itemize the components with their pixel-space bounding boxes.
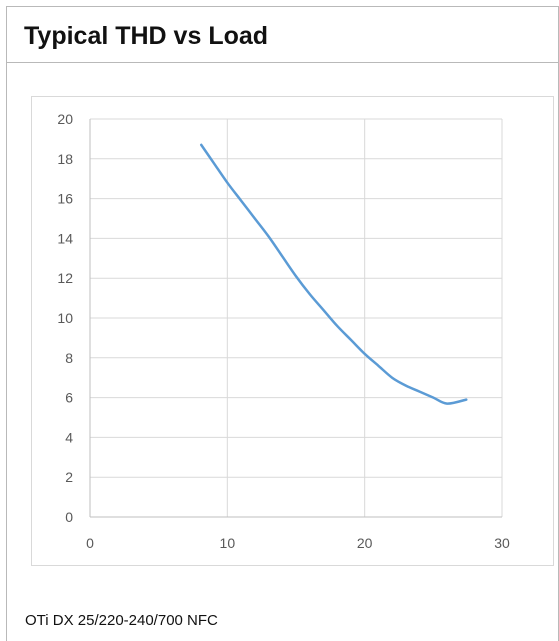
thd-vs-load-chart: 0 2 4 6 8 10 12 14 16 18 20 0 10 20 30 [57, 111, 510, 551]
x-tick-label: 10 [220, 535, 236, 551]
tick-labels: 0 2 4 6 8 10 12 14 16 18 20 0 10 20 30 [57, 111, 510, 551]
product-caption: OTi DX 25/220-240/700 NFC [25, 612, 218, 629]
grid-layer [90, 118, 503, 517]
y-tick-label: 2 [65, 469, 73, 485]
y-tick-label: 6 [65, 390, 73, 406]
thd-series-line [199, 143, 468, 405]
y-tick-label: 4 [65, 429, 73, 445]
panel-title: Typical THD vs Load [24, 22, 269, 50]
x-tick-label: 30 [494, 535, 510, 551]
y-tick-label: 12 [57, 270, 73, 286]
y-tick-label: 20 [57, 111, 73, 127]
series-layer [199, 143, 468, 405]
axis-layer [89, 119, 502, 518]
x-tick-label: 20 [357, 535, 373, 551]
y-tick-label: 16 [57, 191, 73, 207]
y-tick-label: 10 [57, 310, 73, 326]
chart-frame: 0 2 4 6 8 10 12 14 16 18 20 0 10 20 30 [31, 96, 554, 566]
y-tick-label: 0 [65, 509, 73, 525]
y-tick-label: 8 [65, 350, 73, 366]
panel-header: Typical THD vs Load [7, 7, 558, 63]
x-tick-label: 0 [86, 535, 94, 551]
chart-panel: Typical THD vs Load 0 2 4 6 8 10 12 14 16 18 20 0 10… [6, 6, 559, 641]
y-tick-label: 18 [57, 151, 73, 167]
y-tick-label: 14 [57, 230, 73, 246]
